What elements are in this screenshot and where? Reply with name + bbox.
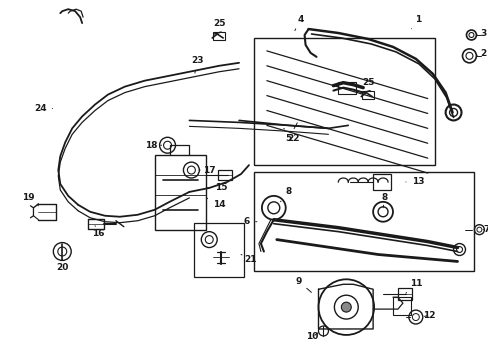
Bar xyxy=(194,223,244,277)
Text: 23: 23 xyxy=(191,56,203,73)
Text: 17: 17 xyxy=(199,166,215,175)
Bar xyxy=(397,288,411,300)
Text: 12: 12 xyxy=(423,311,435,320)
Bar xyxy=(362,91,373,99)
Text: 18: 18 xyxy=(145,141,161,150)
Bar xyxy=(253,38,434,165)
Text: 15: 15 xyxy=(207,184,227,193)
Text: 7: 7 xyxy=(482,225,488,234)
Text: 21: 21 xyxy=(241,255,257,264)
Text: 9: 9 xyxy=(295,277,311,292)
Text: 8: 8 xyxy=(381,193,387,208)
Bar xyxy=(218,170,232,180)
Bar xyxy=(253,172,473,271)
Text: 4: 4 xyxy=(294,15,303,31)
Text: 25: 25 xyxy=(361,78,374,93)
Text: 6: 6 xyxy=(244,217,256,226)
Text: 16: 16 xyxy=(92,226,104,238)
Text: 10: 10 xyxy=(305,332,318,341)
Text: 19: 19 xyxy=(22,193,39,206)
Text: 13: 13 xyxy=(405,177,423,186)
Text: 22: 22 xyxy=(283,129,299,143)
Text: 11: 11 xyxy=(405,279,421,293)
Circle shape xyxy=(341,302,350,312)
Bar xyxy=(154,155,206,230)
Text: 3: 3 xyxy=(476,28,486,37)
Text: 5: 5 xyxy=(285,123,297,143)
Bar xyxy=(392,297,410,315)
Bar xyxy=(372,174,390,190)
Bar xyxy=(338,82,356,94)
Text: 25: 25 xyxy=(212,19,225,33)
Bar xyxy=(213,32,224,40)
Text: 14: 14 xyxy=(206,198,225,209)
Text: 2: 2 xyxy=(476,49,486,58)
Text: 20: 20 xyxy=(56,260,68,272)
Text: 1: 1 xyxy=(410,15,420,29)
Text: 8: 8 xyxy=(280,188,291,202)
Text: 24: 24 xyxy=(34,104,52,113)
